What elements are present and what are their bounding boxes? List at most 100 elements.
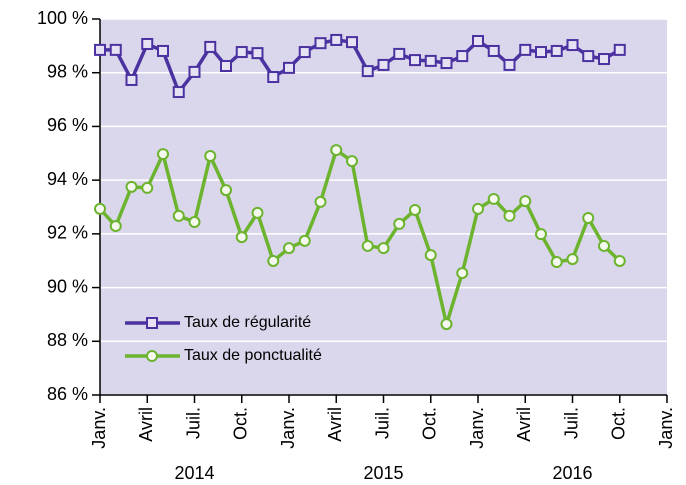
marker xyxy=(409,54,421,67)
marker xyxy=(487,44,500,57)
marker xyxy=(550,44,563,57)
marker xyxy=(251,206,264,219)
y-tick-label: 90 % xyxy=(47,276,88,296)
marker xyxy=(125,73,138,86)
marker xyxy=(157,148,169,161)
marker xyxy=(220,184,232,197)
y-tick-label: 86 % xyxy=(47,384,88,404)
x-tick-label: Oct. xyxy=(231,407,251,440)
series-line xyxy=(100,38,621,94)
marker xyxy=(487,192,500,205)
marker xyxy=(472,35,484,48)
marker xyxy=(267,254,280,267)
marker xyxy=(235,46,248,59)
x-tick-label: Janv. xyxy=(467,407,487,449)
x-tick-label: Avril xyxy=(136,407,156,442)
marker xyxy=(220,60,232,72)
marker xyxy=(393,217,406,230)
marker xyxy=(330,33,343,46)
marker xyxy=(598,53,610,66)
marker xyxy=(94,43,106,56)
marker xyxy=(613,254,626,267)
legend-marker xyxy=(146,317,158,329)
marker xyxy=(298,46,311,59)
marker xyxy=(109,220,122,233)
x-tick-label: Oct. xyxy=(609,407,629,440)
marker xyxy=(267,71,280,84)
marker xyxy=(361,65,374,78)
y-tick-label: 88 % xyxy=(47,330,88,350)
marker xyxy=(251,47,264,60)
year-label: 2016 xyxy=(552,463,592,483)
marker xyxy=(172,209,185,222)
marker xyxy=(409,203,421,216)
x-tick-label: Avril xyxy=(514,407,534,442)
marker xyxy=(172,86,185,99)
marker xyxy=(440,318,453,331)
marker xyxy=(204,149,217,162)
y-tick-label: 92 % xyxy=(47,223,88,243)
marker xyxy=(298,234,311,247)
x-tick-label: Janv. xyxy=(89,407,109,449)
year-label: 2014 xyxy=(174,463,214,483)
y-tick-label: 100 % xyxy=(37,8,88,28)
marker xyxy=(283,61,295,74)
marker xyxy=(535,46,547,59)
marker xyxy=(346,36,358,49)
marker xyxy=(582,50,595,63)
marker xyxy=(346,155,358,168)
marker xyxy=(235,231,248,244)
marker xyxy=(535,228,547,241)
marker xyxy=(141,181,154,194)
marker xyxy=(361,239,374,252)
x-tick-label: Janv. xyxy=(656,407,676,449)
marker xyxy=(141,37,154,50)
year-label: 2015 xyxy=(363,463,403,483)
marker xyxy=(377,58,390,71)
marker xyxy=(314,195,327,208)
marker xyxy=(188,216,201,229)
series-line xyxy=(98,148,621,326)
marker xyxy=(613,43,626,56)
marker xyxy=(314,37,327,50)
x-tick-label: Juil. xyxy=(372,407,392,439)
legend-marker xyxy=(146,350,158,362)
marker xyxy=(456,267,469,280)
x-tick-label: Avril xyxy=(325,407,345,442)
marker xyxy=(472,202,484,215)
marker xyxy=(94,202,106,215)
marker xyxy=(157,44,169,57)
marker xyxy=(188,65,201,78)
legend-label: Taux de ponctualité xyxy=(184,347,322,364)
marker xyxy=(109,43,122,56)
marker xyxy=(456,50,469,63)
marker xyxy=(503,58,516,71)
marker xyxy=(440,57,453,70)
marker xyxy=(424,54,437,67)
plot-area xyxy=(100,19,667,395)
marker xyxy=(393,47,406,60)
legend-label: Taux de régularité xyxy=(184,314,311,331)
x-tick-label: Janv. xyxy=(278,407,298,449)
marker xyxy=(519,195,532,208)
marker xyxy=(503,209,516,222)
x-tick-label: Juil. xyxy=(183,407,203,439)
marker xyxy=(566,39,579,52)
y-tick-label: 98 % xyxy=(47,61,88,81)
marker xyxy=(330,144,343,157)
marker xyxy=(283,242,295,255)
x-tick-label: Juil. xyxy=(561,407,581,439)
y-tick-label: 94 % xyxy=(47,169,88,189)
marker xyxy=(566,253,579,266)
marker xyxy=(550,256,563,269)
marker xyxy=(377,242,390,255)
y-tick-label: 96 % xyxy=(47,115,88,135)
marker xyxy=(582,212,595,225)
x-tick-label: Oct. xyxy=(420,407,440,440)
marker xyxy=(424,249,437,262)
marker xyxy=(125,180,138,193)
marker xyxy=(204,40,217,53)
marker xyxy=(598,239,610,252)
marker xyxy=(519,43,532,56)
